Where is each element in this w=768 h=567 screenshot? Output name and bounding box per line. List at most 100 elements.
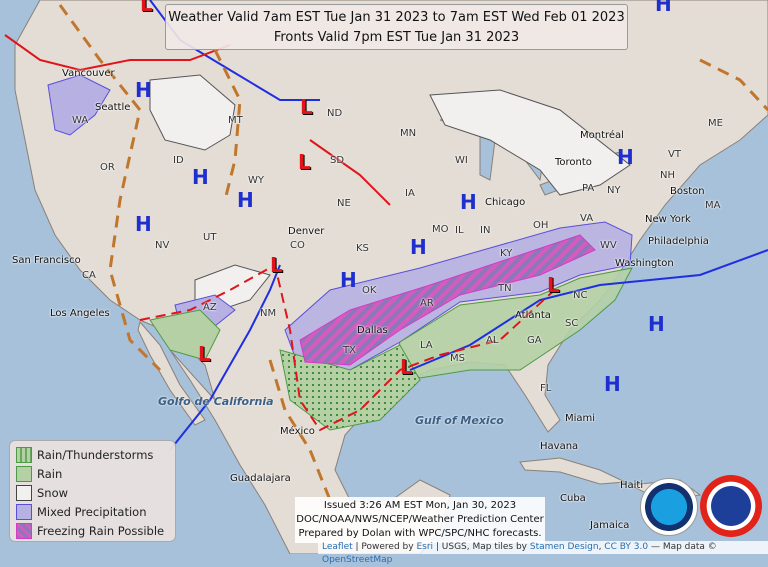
rain-area-sw [149,309,221,361]
legend-label: Rain [37,466,63,481]
state-label: PA [582,183,595,194]
state-label: OH [533,220,549,231]
state-label: OK [362,285,377,296]
state-label: IA [405,188,415,199]
city-label: San Francisco [12,255,81,266]
warm-front [4,34,231,72]
city-label: Chicago [485,197,526,208]
state-label: MO [432,224,449,235]
high-pressure-marker: H [460,190,477,214]
state-label: MN [400,128,417,139]
attr-text: , [598,542,605,552]
state-label: NE [337,198,351,209]
legend-label: Rain/Thunderstorms [37,447,154,462]
city-label: Guadalajara [230,473,291,484]
snow-area-great-lakes [429,89,631,196]
state-label: ND [327,108,343,119]
state-label: SD [330,155,345,166]
city-label: Cuba [560,493,586,504]
city-label: Havana [540,441,579,452]
high-pressure-marker: H [340,268,357,292]
legend-label: Snow [37,485,69,500]
attr-text: — Map data © [648,542,717,552]
city-label: Atlanta [515,310,551,321]
baja-california [137,320,206,426]
state-label: KY [500,248,513,259]
city-label: Denver [288,226,325,237]
attr-text: | USGS, Map tiles by [433,542,530,552]
legend-item-mixed: Mixed Precipitation [16,502,169,521]
state-label: AZ [203,302,217,313]
city-label: Seattle [95,102,131,113]
city-label: Jamaica [590,520,630,531]
state-label: OR [100,162,115,173]
attribution: Leaflet | Powered by Esri | USGS, Map ti… [318,541,768,565]
esri-link[interactable]: Esri [416,542,434,552]
legend: Rain/Thunderstorms Rain Snow Mixed Preci… [9,440,176,542]
cuba [519,457,627,485]
low-pressure-marker: L [547,273,560,297]
rain-thunderstorms-swatch [16,446,32,463]
cc-link[interactable]: CC BY 3.0 [604,542,649,552]
mixed-swatch [16,503,32,520]
weather-map[interactable] [0,0,768,554]
mixed-precip-area-wa [47,74,111,136]
city-label: New York [645,214,691,225]
city-label: Vancouver [62,68,115,79]
state-label: NH [660,170,675,181]
stamen-link[interactable]: Stamen Design [529,542,599,552]
city-label: Haiti [620,480,644,491]
city-label: Montréal [580,130,624,141]
city-label: Dallas [357,325,388,336]
high-pressure-marker: H [617,145,634,169]
low-pressure-marker: L [270,253,283,277]
low-pressure-marker: L [300,95,313,119]
city-label: Boston [670,186,705,197]
legend-item-freezing-rain: Freezing Rain Possible [16,521,169,540]
title-line-2: Fronts Valid 7pm EST Tue Jan 31 2023 [273,30,520,45]
city-label: México [280,426,315,437]
city-label: Toronto [555,157,592,168]
state-label: CO [290,240,305,251]
snow-swatch [16,484,32,501]
high-pressure-marker: H [604,372,621,396]
warm-front-plains [309,139,391,206]
city-label: Philadelphia [648,236,709,247]
nws-logo [700,475,762,537]
low-pressure-marker: L [298,150,311,174]
state-label: NC [573,290,588,301]
state-label: TN [498,283,512,294]
high-pressure-marker: H [135,78,152,102]
issued-line: Issued 3:26 AM EST Mon, Jan 30, 2023 [323,500,517,511]
state-label: VT [668,149,681,160]
state-label: WY [248,175,264,186]
state-label: MA [705,200,721,211]
osm-link[interactable]: OpenStreetMap [322,555,393,565]
state-label: CA [82,270,96,281]
high-pressure-marker: H [410,235,427,259]
sea-label: Golfo de California [158,395,274,408]
attr-text: | Powered by [352,542,417,552]
city-label: Los Angeles [50,308,110,319]
state-label: AR [420,298,434,309]
low-pressure-marker: L [400,355,413,379]
trough [58,4,162,372]
state-label: WA [72,115,89,126]
high-pressure-marker: H [648,312,665,336]
snow-area-northwest [149,74,236,151]
state-label: AL [486,335,499,346]
legend-label: Freezing Rain Possible [37,523,165,538]
state-label: IN [480,225,491,236]
legend-item-snow: Snow [16,483,169,502]
state-label: WV [600,240,617,251]
leaflet-link[interactable]: Leaflet [322,542,353,552]
legend-item-rain: Rain [16,464,169,483]
state-label: VA [580,213,594,224]
state-label: FL [540,383,552,394]
noaa-logo [640,478,698,536]
legend-label: Mixed Precipitation [37,504,147,519]
high-pressure-marker: H [655,0,672,16]
state-label: NY [607,185,621,196]
state-label: NM [260,308,277,319]
freezing-rain-area [299,234,596,366]
